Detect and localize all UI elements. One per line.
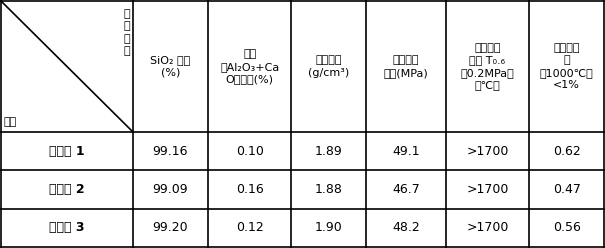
Text: 荷重软化
温度 T₀.₆
（0.2MPa）
（℃）: 荷重软化 温度 T₀.₆ （0.2MPa） （℃） [460,43,514,90]
Text: 49.1: 49.1 [392,145,420,158]
Text: 0.62: 0.62 [553,145,580,158]
Text: 1.89: 1.89 [315,145,343,158]
Text: 99.16: 99.16 [152,145,188,158]
Text: 实施例 1: 实施例 1 [49,145,85,158]
Text: 99.09: 99.09 [152,183,188,196]
Text: 46.7: 46.7 [392,183,420,196]
Text: >1700: >1700 [466,145,509,158]
Text: 99.20: 99.20 [152,221,188,234]
Text: SiO₂ 含量
(%): SiO₂ 含量 (%) [150,55,191,78]
Text: 48.2: 48.2 [392,221,420,234]
Text: 体积密度
(g/cm³): 体积密度 (g/cm³) [309,55,350,78]
Text: >1700: >1700 [466,221,509,234]
Text: 0.56: 0.56 [552,221,581,234]
Text: 热膜胀系
数
（1000℃）
<1%: 热膜胀系 数 （1000℃） <1% [540,43,594,90]
Text: 0.16: 0.16 [236,183,264,196]
Text: 1.88: 1.88 [315,183,343,196]
Text: 实施例 3: 实施例 3 [49,221,85,234]
Text: 常温考压
强度(MPa): 常温考压 强度(MPa) [384,55,428,78]
Text: 0.12: 0.12 [236,221,264,234]
Text: 实施例 2: 实施例 2 [49,183,85,196]
Text: >1700: >1700 [466,183,509,196]
Text: 0.47: 0.47 [552,183,581,196]
Text: 性
能
指
标: 性 能 指 标 [123,9,130,56]
Text: 0.10: 0.10 [236,145,264,158]
Text: 杂质
（Al₂O₃+Ca
O）含量(%): 杂质 （Al₂O₃+Ca O）含量(%) [220,49,280,84]
Text: 序号: 序号 [4,117,18,127]
Text: 1.90: 1.90 [315,221,343,234]
